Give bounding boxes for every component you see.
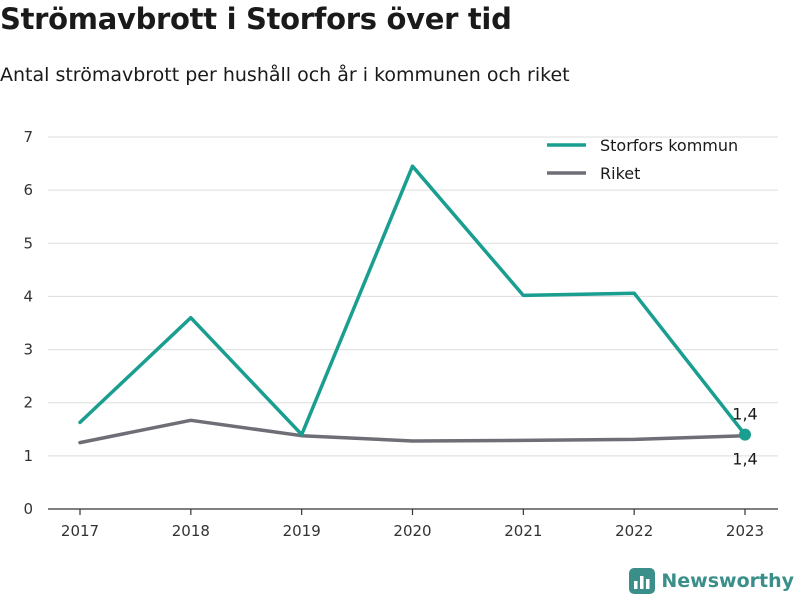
y-tick-label: 5 bbox=[23, 234, 33, 252]
data-label-riket: 1,4 bbox=[732, 450, 757, 469]
x-tick-label: 2017 bbox=[61, 522, 99, 540]
x-tick-label: 2020 bbox=[393, 522, 431, 540]
legend: Storfors kommun Riket bbox=[547, 136, 738, 183]
legend-label: Riket bbox=[600, 164, 640, 183]
data-labels: 1,4 1,4 bbox=[732, 405, 757, 469]
x-tick-label: 2021 bbox=[504, 522, 542, 540]
legend-label: Storfors kommun bbox=[600, 136, 738, 155]
series-line-riket bbox=[78, 418, 747, 445]
end-point-marker bbox=[739, 428, 751, 441]
series-lines bbox=[78, 164, 751, 445]
x-tick-label: 2022 bbox=[615, 522, 653, 540]
y-tick-label: 1 bbox=[23, 447, 33, 465]
series-line-storfors bbox=[78, 164, 747, 437]
y-tick-label: 7 bbox=[23, 128, 33, 146]
y-tick-label: 3 bbox=[23, 341, 33, 359]
y-tick-label: 2 bbox=[23, 394, 33, 412]
x-tick-label: 2018 bbox=[172, 522, 210, 540]
chart-subtitle: Antal strömavbrott per hushåll och år i … bbox=[0, 64, 570, 86]
axes: 0 1 2 3 4 5 6 7 2017 2018 2019 2020 2021 2022 2023 bbox=[23, 128, 778, 540]
y-tick-label: 4 bbox=[23, 287, 33, 305]
brand-name: Newsworthy bbox=[661, 570, 794, 592]
data-label-storfors: 1,4 bbox=[732, 405, 757, 424]
brand-logo: Newsworthy bbox=[629, 568, 794, 594]
gridlines bbox=[48, 136, 778, 457]
chart-title: Strömavbrott i Storfors över tid bbox=[0, 2, 512, 36]
x-tick-label: 2019 bbox=[283, 522, 321, 540]
y-tick-label: 6 bbox=[23, 181, 33, 199]
newsworthy-logo-icon bbox=[629, 568, 656, 594]
x-tick-label: 2023 bbox=[726, 522, 764, 540]
y-tick-label: 0 bbox=[23, 500, 33, 518]
